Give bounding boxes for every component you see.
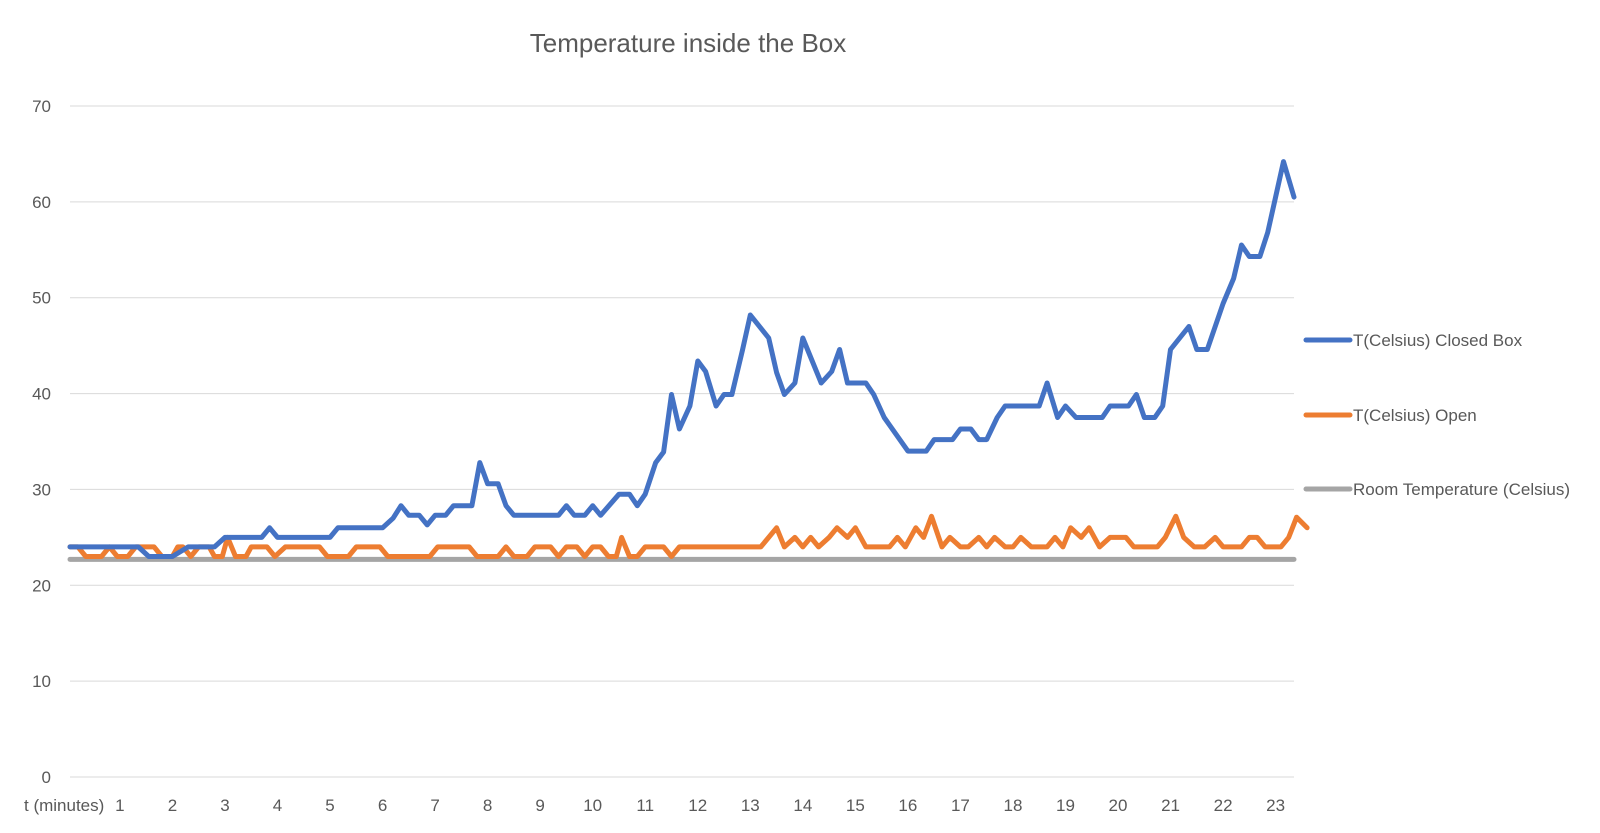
- x-axis-label: t (minutes): [24, 796, 104, 815]
- x-tick-label: 14: [793, 796, 812, 815]
- legend-label-2: Room Temperature (Celsius): [1353, 480, 1570, 499]
- x-tick-label: 16: [898, 796, 917, 815]
- y-tick-label: 70: [32, 97, 51, 116]
- y-tick-label: 60: [32, 193, 51, 212]
- x-tick-label: 15: [846, 796, 865, 815]
- x-tick-label: 5: [325, 796, 334, 815]
- y-tick-label: 0: [42, 768, 51, 787]
- x-tick-label: 18: [1003, 796, 1022, 815]
- y-tick-label: 50: [32, 289, 51, 308]
- series-line-0: [67, 159, 1297, 559]
- x-tick-label: 21: [1161, 796, 1180, 815]
- legend-label-0: T(Celsius) Closed Box: [1353, 331, 1523, 350]
- x-tick-label: 22: [1214, 796, 1233, 815]
- x-tick-label: 7: [430, 796, 439, 815]
- x-axis: t (minutes) 1 2 3 4 5 6 7 8 9 10 11 12 13 14 15 16 17 18 1…: [24, 796, 1285, 815]
- x-tick-label: 10: [583, 796, 602, 815]
- x-tick-label: 1: [115, 796, 124, 815]
- x-tick-label: 8: [483, 796, 492, 815]
- x-tick-label: 11: [636, 796, 654, 815]
- x-tick-label: 13: [741, 796, 760, 815]
- x-tick-label: 23: [1266, 796, 1285, 815]
- x-tick-label: 17: [951, 796, 970, 815]
- y-tick-label: 40: [32, 385, 51, 404]
- y-axis: 0 10 20 30 40 50 60 70: [32, 97, 51, 787]
- x-tick-label: 20: [1109, 796, 1128, 815]
- x-tick-label: 6: [378, 796, 387, 815]
- y-tick-label: 30: [32, 480, 51, 499]
- x-tick-label: 9: [535, 796, 544, 815]
- y-tick-label: 10: [32, 672, 51, 691]
- series-line-1: [67, 513, 1310, 559]
- series-lines: [67, 159, 1310, 562]
- legend-label-1: T(Celsius) Open: [1353, 406, 1477, 425]
- legend: T(Celsius) Closed Box T(Celsius) Open Room…: [1303, 331, 1570, 499]
- gridlines: [70, 105, 1294, 778]
- chart-title: Temperature inside the Box: [530, 28, 847, 58]
- x-tick-label: 2: [168, 796, 177, 815]
- x-tick-label: 3: [220, 796, 229, 815]
- x-tick-label: 19: [1056, 796, 1075, 815]
- y-tick-label: 20: [32, 576, 51, 595]
- x-tick-label: 4: [273, 796, 282, 815]
- x-tick-label: 12: [688, 796, 707, 815]
